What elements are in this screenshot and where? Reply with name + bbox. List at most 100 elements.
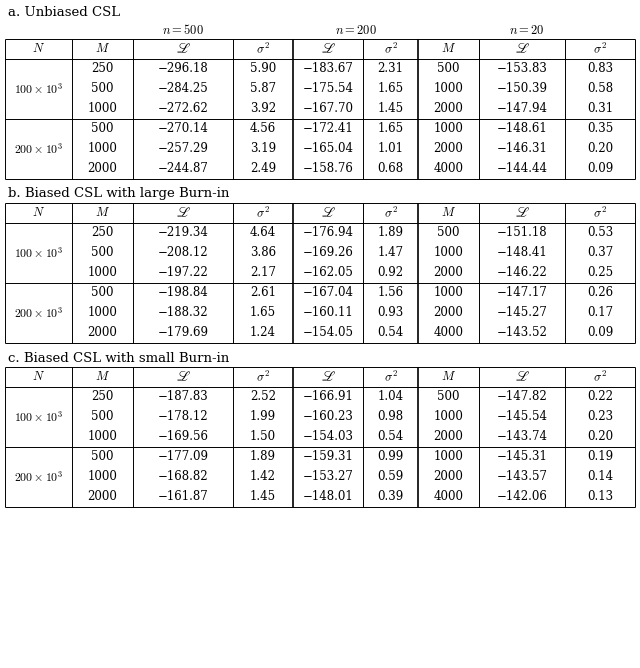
Text: $200 \times 10^3$: $200 \times 10^3$ <box>14 470 63 484</box>
Text: 5.87: 5.87 <box>250 83 276 96</box>
Text: −176.94: −176.94 <box>303 226 353 240</box>
Text: $\mathscr{L}$: $\mathscr{L}$ <box>175 42 191 56</box>
Text: 1000: 1000 <box>88 267 117 279</box>
Text: −208.12: −208.12 <box>157 246 208 259</box>
Text: $\mathit{N}$: $\mathit{N}$ <box>32 43 45 55</box>
Text: 250: 250 <box>92 391 114 403</box>
Text: 4000: 4000 <box>433 327 463 339</box>
Text: 0.20: 0.20 <box>587 430 613 444</box>
Text: −145.54: −145.54 <box>497 411 547 424</box>
Text: −179.69: −179.69 <box>157 327 209 339</box>
Text: 0.35: 0.35 <box>587 122 613 136</box>
Text: −146.22: −146.22 <box>497 267 547 279</box>
Text: −148.41: −148.41 <box>497 246 547 259</box>
Text: 1.47: 1.47 <box>378 246 404 259</box>
Text: −150.39: −150.39 <box>497 83 547 96</box>
Text: 5.90: 5.90 <box>250 63 276 75</box>
Text: $\mathit{M}$: $\mathit{M}$ <box>441 371 456 383</box>
Text: $\sigma^2$: $\sigma^2$ <box>593 370 607 384</box>
Text: −167.04: −167.04 <box>303 287 353 299</box>
Text: −160.11: −160.11 <box>303 307 353 319</box>
Text: $100 \times 10^3$: $100 \times 10^3$ <box>14 81 63 96</box>
Text: −178.12: −178.12 <box>157 411 208 424</box>
Text: 1000: 1000 <box>433 83 463 96</box>
Text: 2.31: 2.31 <box>378 63 403 75</box>
Text: −143.57: −143.57 <box>497 470 547 484</box>
Text: $\mathit{M}$: $\mathit{M}$ <box>95 43 110 55</box>
Text: a. Unbiased CSL: a. Unbiased CSL <box>8 7 120 19</box>
Text: −162.05: −162.05 <box>303 267 353 279</box>
Text: 1.99: 1.99 <box>250 411 276 424</box>
Text: −188.32: −188.32 <box>157 307 208 319</box>
Text: 1.56: 1.56 <box>378 287 404 299</box>
Text: $n = 500$: $n = 500$ <box>161 23 204 37</box>
Text: 250: 250 <box>92 63 114 75</box>
Text: 0.59: 0.59 <box>378 470 404 484</box>
Text: 0.98: 0.98 <box>378 411 404 424</box>
Text: 1.65: 1.65 <box>378 83 404 96</box>
Text: 0.37: 0.37 <box>587 246 613 259</box>
Text: 500: 500 <box>92 450 114 464</box>
Text: −151.18: −151.18 <box>497 226 547 240</box>
Text: $\mathit{M}$: $\mathit{M}$ <box>95 371 110 383</box>
Text: $\mathscr{L}$: $\mathscr{L}$ <box>321 42 335 56</box>
Text: 1.45: 1.45 <box>250 490 276 504</box>
Text: 1.65: 1.65 <box>250 307 276 319</box>
Text: $200 \times 10^3$: $200 \times 10^3$ <box>14 142 63 156</box>
Text: 1.24: 1.24 <box>250 327 276 339</box>
Text: 4.64: 4.64 <box>250 226 276 240</box>
Text: 0.09: 0.09 <box>587 162 613 176</box>
Text: −257.29: −257.29 <box>157 142 209 156</box>
Text: −166.91: −166.91 <box>303 391 353 403</box>
Text: $\sigma^2$: $\sigma^2$ <box>383 42 397 56</box>
Text: 1000: 1000 <box>433 287 463 299</box>
Text: 0.93: 0.93 <box>378 307 404 319</box>
Text: 0.58: 0.58 <box>587 83 613 96</box>
Text: 0.20: 0.20 <box>587 142 613 156</box>
Text: $\mathit{M}$: $\mathit{M}$ <box>95 206 110 220</box>
Text: 0.92: 0.92 <box>378 267 404 279</box>
Text: −296.18: −296.18 <box>157 63 209 75</box>
Text: −158.76: −158.76 <box>303 162 353 176</box>
Text: 2000: 2000 <box>433 430 463 444</box>
Text: 1.01: 1.01 <box>378 142 403 156</box>
Text: 0.83: 0.83 <box>587 63 613 75</box>
Text: 1000: 1000 <box>433 450 463 464</box>
Text: 250: 250 <box>92 226 114 240</box>
Text: −161.87: −161.87 <box>157 490 209 504</box>
Text: −168.82: −168.82 <box>157 470 208 484</box>
Text: 3.92: 3.92 <box>250 102 276 116</box>
Text: 500: 500 <box>437 63 460 75</box>
Text: 2000: 2000 <box>88 490 117 504</box>
Text: 500: 500 <box>92 287 114 299</box>
Text: 2.17: 2.17 <box>250 267 276 279</box>
Text: 2000: 2000 <box>88 327 117 339</box>
Text: −160.23: −160.23 <box>303 411 353 424</box>
Text: $\sigma^2$: $\sigma^2$ <box>383 206 397 220</box>
Text: −198.84: −198.84 <box>157 287 209 299</box>
Text: $200 \times 10^3$: $200 \times 10^3$ <box>14 305 63 321</box>
Text: −145.31: −145.31 <box>497 450 547 464</box>
Text: −153.83: −153.83 <box>497 63 547 75</box>
Text: 500: 500 <box>92 246 114 259</box>
Text: 4000: 4000 <box>433 162 463 176</box>
Text: 2.61: 2.61 <box>250 287 276 299</box>
Text: 4.56: 4.56 <box>250 122 276 136</box>
Text: −197.22: −197.22 <box>157 267 209 279</box>
Text: 1.45: 1.45 <box>378 102 404 116</box>
Text: 4000: 4000 <box>433 490 463 504</box>
Text: 0.13: 0.13 <box>587 490 613 504</box>
Text: $\sigma^2$: $\sigma^2$ <box>383 370 397 384</box>
Text: 1.65: 1.65 <box>378 122 404 136</box>
Text: $\mathit{N}$: $\mathit{N}$ <box>32 371 45 383</box>
Text: 0.31: 0.31 <box>587 102 613 116</box>
Text: −146.31: −146.31 <box>497 142 547 156</box>
Text: −153.27: −153.27 <box>303 470 353 484</box>
Text: 1000: 1000 <box>433 411 463 424</box>
Text: $100 \times 10^3$: $100 \times 10^3$ <box>14 409 63 424</box>
Text: −148.61: −148.61 <box>497 122 547 136</box>
Text: 1.42: 1.42 <box>250 470 276 484</box>
Text: $\mathit{M}$: $\mathit{M}$ <box>441 206 456 220</box>
Text: −145.27: −145.27 <box>497 307 547 319</box>
Text: 0.68: 0.68 <box>378 162 404 176</box>
